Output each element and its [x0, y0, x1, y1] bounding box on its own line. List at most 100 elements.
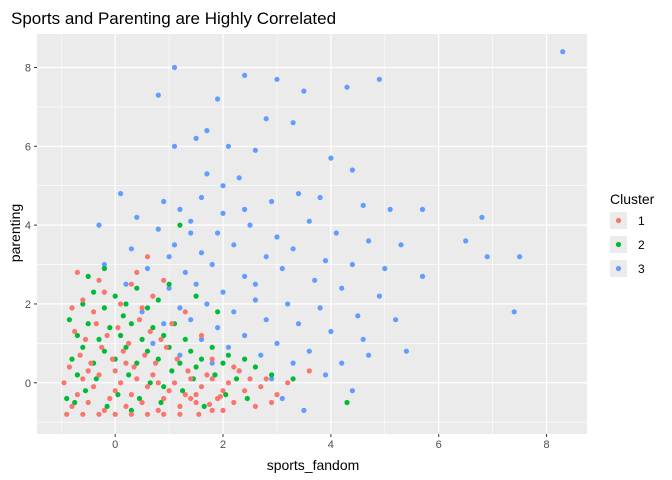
data-point-cluster-3 — [263, 254, 269, 260]
data-point-cluster-1 — [115, 325, 121, 331]
data-point-cluster-3 — [349, 261, 355, 268]
data-point-cluster-3 — [285, 301, 291, 307]
data-point-cluster-1 — [134, 376, 140, 382]
data-point-cluster-1 — [158, 336, 164, 342]
data-point-cluster-2 — [112, 293, 118, 299]
data-point-cluster-3 — [231, 242, 237, 248]
data-point-cluster-1 — [72, 328, 78, 335]
data-point-cluster-3 — [101, 261, 107, 268]
data-point-cluster-3 — [144, 265, 151, 272]
data-point-cluster-3 — [252, 297, 258, 303]
data-point-cluster-2 — [91, 289, 97, 295]
data-point-cluster-3 — [484, 254, 490, 260]
data-point-cluster-1 — [161, 277, 167, 283]
data-point-cluster-1 — [220, 407, 226, 413]
data-point-cluster-2 — [93, 376, 99, 382]
data-point-cluster-2 — [180, 388, 186, 394]
data-point-cluster-3 — [333, 230, 339, 236]
data-point-cluster-1 — [220, 388, 226, 394]
data-point-cluster-2 — [96, 336, 102, 342]
data-point-cluster-2 — [123, 344, 129, 350]
data-point-cluster-2 — [252, 364, 258, 370]
data-point-cluster-3 — [236, 175, 242, 181]
data-point-cluster-2 — [161, 332, 167, 339]
data-point-cluster-2 — [74, 332, 80, 339]
data-point-cluster-3 — [403, 348, 409, 354]
data-point-cluster-1 — [144, 411, 151, 417]
data-point-cluster-1 — [85, 399, 91, 406]
data-point-cluster-3 — [295, 191, 302, 197]
data-point-cluster-1 — [139, 399, 145, 406]
data-point-cluster-3 — [366, 352, 372, 358]
data-point-cluster-3 — [204, 301, 210, 307]
data-point-cluster-2 — [139, 336, 145, 342]
data-point-cluster-3 — [231, 309, 237, 315]
data-point-cluster-1 — [69, 403, 75, 409]
data-point-cluster-2 — [215, 309, 221, 315]
data-point-cluster-1 — [96, 277, 102, 283]
data-point-cluster-3 — [209, 360, 215, 366]
data-point-cluster-2 — [155, 297, 161, 303]
data-point-cluster-3 — [166, 254, 172, 260]
data-point-cluster-2 — [82, 388, 89, 394]
data-point-cluster-3 — [511, 309, 517, 315]
data-point-cluster-3 — [398, 242, 404, 248]
data-point-cluster-3 — [376, 76, 382, 82]
data-point-cluster-1 — [150, 293, 156, 299]
data-point-cluster-2 — [69, 356, 75, 362]
data-point-cluster-1 — [174, 356, 180, 362]
data-point-cluster-1 — [171, 380, 178, 386]
data-point-cluster-2 — [188, 348, 194, 354]
data-point-cluster-3 — [171, 143, 178, 149]
data-point-cluster-3 — [306, 218, 312, 224]
data-point-cluster-1 — [134, 269, 140, 275]
data-point-cluster-2 — [134, 285, 140, 291]
data-point-cluster-1 — [236, 368, 242, 374]
data-point-cluster-2 — [72, 399, 78, 406]
data-point-cluster-1 — [204, 372, 210, 378]
data-point-cluster-2 — [128, 407, 134, 413]
data-point-cluster-3 — [166, 285, 172, 291]
data-point-cluster-1 — [155, 407, 161, 413]
data-point-cluster-3 — [161, 198, 167, 205]
data-point-cluster-1 — [93, 321, 99, 327]
data-point-cluster-3 — [171, 64, 178, 71]
data-point-cluster-1 — [177, 411, 183, 417]
data-point-cluster-1 — [128, 411, 134, 417]
data-point-cluster-2 — [161, 384, 167, 390]
data-point-cluster-2 — [223, 392, 229, 398]
data-point-cluster-3 — [360, 202, 366, 208]
y-axis-ticks: 0 2 4 6 8 — [25, 62, 37, 390]
x-tick-label: 4 — [328, 439, 334, 451]
data-point-cluster-3 — [171, 242, 178, 248]
data-point-cluster-1 — [109, 356, 116, 362]
data-point-cluster-1 — [306, 368, 312, 374]
data-point-cluster-1 — [155, 380, 161, 386]
data-point-cluster-2 — [193, 364, 199, 370]
data-point-cluster-2 — [85, 273, 91, 279]
data-point-cluster-3 — [295, 321, 302, 327]
data-point-cluster-1 — [80, 411, 86, 417]
data-point-cluster-3 — [188, 230, 194, 236]
data-point-cluster-3 — [242, 72, 248, 78]
data-point-cluster-2 — [155, 356, 161, 362]
data-point-cluster-3 — [279, 395, 285, 402]
data-point-cluster-1 — [123, 360, 129, 366]
data-point-cluster-3 — [263, 317, 269, 323]
data-point-cluster-1 — [112, 368, 118, 374]
data-point-cluster-1 — [77, 352, 83, 358]
plot-panel — [37, 34, 587, 434]
data-point-cluster-3 — [306, 348, 312, 354]
data-point-cluster-1 — [66, 364, 72, 370]
data-point-cluster-2 — [128, 321, 134, 327]
data-point-cluster-3 — [220, 289, 226, 295]
data-point-cluster-1 — [185, 368, 191, 374]
y-tick-label: 4 — [25, 220, 31, 232]
data-point-cluster-1 — [161, 395, 167, 402]
data-point-cluster-3 — [258, 352, 264, 358]
data-point-cluster-1 — [69, 305, 75, 311]
x-tick-label: 0 — [112, 439, 118, 451]
data-point-cluster-1 — [258, 384, 264, 390]
data-point-cluster-1 — [217, 394, 223, 400]
